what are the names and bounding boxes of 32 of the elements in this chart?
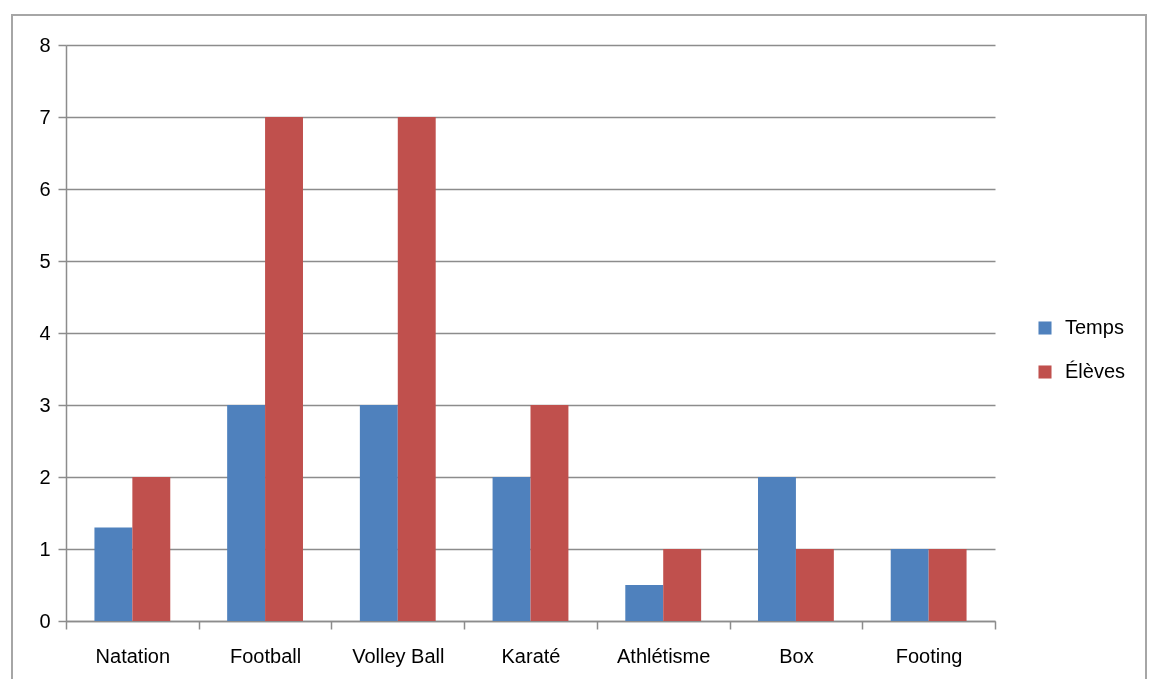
y-tick-label: 3: [39, 393, 51, 416]
x-tick-label: Footing: [895, 644, 963, 667]
bar: [928, 549, 967, 621]
y-tick-label: 1: [39, 537, 51, 560]
y-tick-label: 5: [39, 249, 51, 272]
x-tick-label: Natation: [95, 644, 171, 667]
bar: [359, 405, 398, 621]
legend-label: Élèves: [1065, 360, 1126, 382]
bar: [795, 549, 834, 621]
bar: [492, 477, 531, 621]
x-tick-label: Football: [229, 644, 302, 667]
bar: [265, 117, 303, 621]
bar: [397, 117, 436, 621]
x-tick-label: Athlétisme: [617, 644, 711, 667]
bar: [227, 405, 266, 621]
y-tick-label: 4: [39, 321, 51, 344]
x-tick-label: Karaté: [501, 644, 561, 667]
y-tick-label: 7: [39, 105, 51, 128]
legend-label: Temps: [1065, 316, 1124, 338]
y-tick-label: 0: [39, 609, 51, 632]
bar: [132, 477, 171, 621]
bar: [758, 477, 796, 621]
bar: [94, 527, 133, 621]
x-tick-label: Box: [779, 644, 814, 667]
y-tick-label: 2: [39, 465, 51, 488]
y-tick-label: 6: [39, 177, 51, 200]
bar: [530, 405, 569, 621]
bar: [625, 585, 664, 621]
bar: [890, 549, 929, 621]
bar: [663, 549, 702, 621]
x-tick-label: Volley Ball: [352, 644, 445, 667]
y-tick-label: 8: [39, 33, 51, 56]
